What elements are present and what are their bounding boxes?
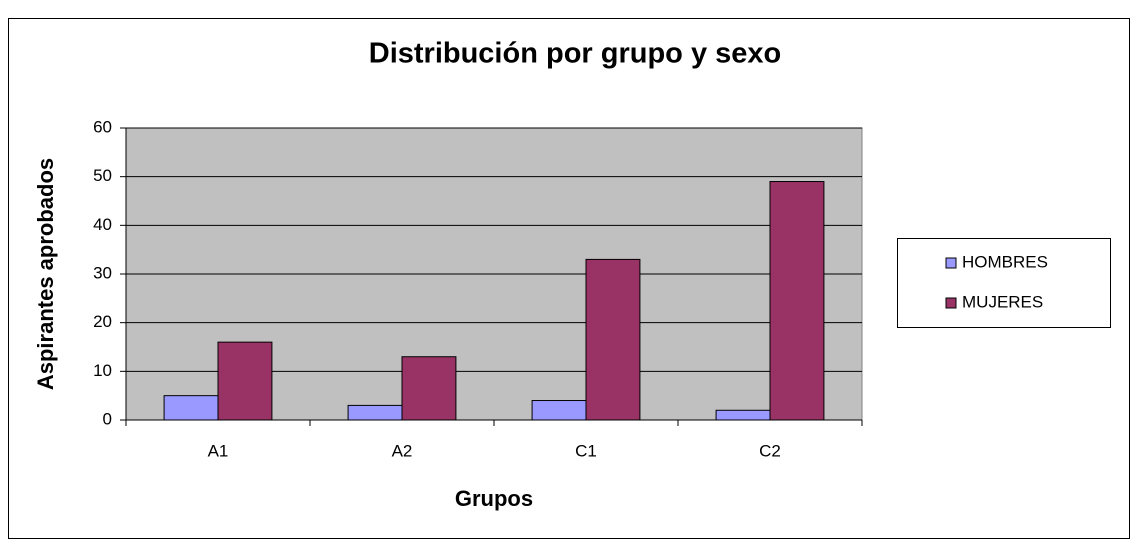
y-tick-label: 30 [93, 263, 112, 282]
bar [401, 356, 457, 421]
chart-title: Distribución por grupo y sexo [369, 38, 782, 70]
legend [897, 238, 1111, 328]
bar [531, 400, 587, 421]
bar [769, 181, 825, 421]
x-axis-label: Grupos [455, 486, 533, 511]
legend-swatch [945, 297, 957, 309]
y-tick-label: 60 [93, 117, 112, 136]
y-tick-label: 40 [93, 215, 112, 234]
y-tick-label: 10 [93, 361, 112, 380]
bar [347, 404, 403, 421]
y-tick-label: 50 [93, 166, 112, 185]
y-tick-label: 20 [93, 312, 112, 331]
x-tick-label: C2 [759, 441, 781, 460]
legend-label: MUJERES [962, 292, 1043, 311]
x-tick-label: C1 [575, 441, 597, 460]
legend-label: HOMBRES [962, 252, 1048, 271]
x-tick-label: A2 [392, 441, 413, 460]
x-tick-label: A1 [208, 441, 229, 460]
bar [715, 409, 771, 421]
y-tick-label: 0 [103, 409, 112, 428]
bar [585, 258, 641, 421]
bar [217, 341, 273, 421]
y-axis-label: Aspirantes aprobados [33, 158, 58, 390]
bar [163, 395, 219, 421]
legend-swatch [945, 257, 957, 269]
